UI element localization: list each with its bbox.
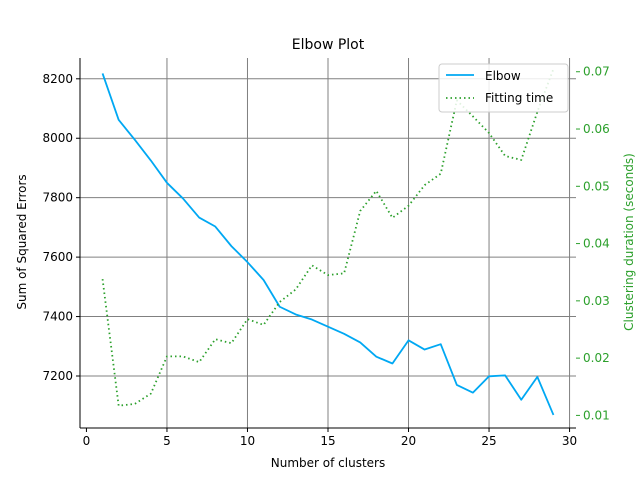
y-tick-label: 7600 [42, 250, 73, 264]
legend-box [438, 63, 569, 113]
y2-tick-label: 0.06 [583, 122, 610, 136]
legend-label-fitting-time: Fitting time [485, 91, 553, 105]
tick-marks-and-labels: 0 5 10 15 20 25 30 7200 7400 7600 7800 8000 8200 0.01… [42, 65, 609, 448]
series-line-elbow [101, 73, 555, 416]
y2-axis-label: Clustering duration (seconds) [622, 153, 636, 331]
x-tick-label: 15 [320, 434, 335, 448]
y-tick-label: 7400 [42, 310, 73, 324]
y-tick-label: 7800 [42, 191, 73, 205]
x-axis-label: Number of clusters [271, 456, 385, 470]
series-lines [101, 68, 555, 416]
y2-tick-label: 0.07 [583, 65, 610, 79]
x-tick-label: 20 [401, 434, 416, 448]
chart-title: Elbow Plot [292, 37, 365, 53]
x-tick-label: 0 [83, 434, 91, 448]
y-tick-label: 7200 [42, 369, 73, 383]
grid-lines [80, 58, 576, 428]
x-tick-label: 25 [481, 434, 496, 448]
legend-label-elbow: Elbow [485, 69, 521, 83]
y-tick-label: 8000 [42, 131, 73, 145]
legend: Elbow Fitting time [438, 63, 569, 113]
y-axis-label: Sum of Squared Errors [15, 174, 29, 309]
y2-tick-label: 0.04 [583, 237, 610, 251]
y2-tick-label: 0.01 [583, 408, 610, 422]
x-tick-label: 5 [163, 434, 171, 448]
y2-tick-label: 0.05 [583, 179, 610, 193]
series-line-fitting-time [101, 68, 555, 407]
x-tick-label: 10 [240, 434, 255, 448]
x-tick-label: 30 [562, 434, 577, 448]
y2-tick-label: 0.02 [583, 351, 610, 365]
y-tick-label: 8200 [42, 72, 73, 86]
y2-tick-label: 0.03 [583, 294, 610, 308]
